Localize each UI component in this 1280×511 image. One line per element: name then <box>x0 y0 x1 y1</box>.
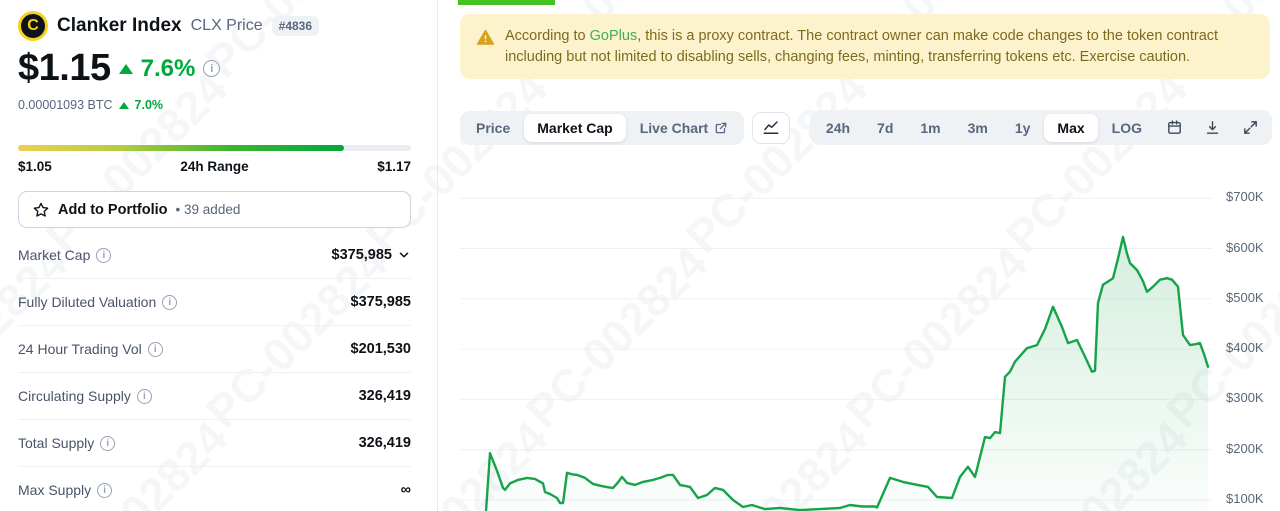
chart-canvas <box>460 197 1212 511</box>
warning-triangle-icon <box>476 29 495 45</box>
stat-value: ∞ <box>400 482 411 498</box>
chart-area-fill <box>486 236 1208 511</box>
y-tick-label: $300K <box>1226 390 1264 406</box>
btc-value: 0.00001093 BTC <box>18 98 113 112</box>
stat-row-max-supply: Max Supply ∞ <box>18 467 411 511</box>
chart-toolbar: Price Market Cap Live Chart 24h 7d 1m 3m 1y Max… <box>460 110 1272 145</box>
market-cap-chart[interactable] <box>460 160 1212 511</box>
y-tick-label: $700K <box>1226 189 1264 205</box>
price-change: 7.6% <box>140 54 196 82</box>
expand-icon <box>1244 121 1257 134</box>
range-button-3m[interactable]: 3m <box>955 114 1001 142</box>
range-button-1m[interactable]: 1m <box>907 114 953 142</box>
goplus-link[interactable]: GoPlus <box>589 28 638 44</box>
info-icon[interactable] <box>100 435 116 451</box>
calendar-button[interactable] <box>1156 113 1193 142</box>
y-tick-label: $400K <box>1226 340 1264 356</box>
price-value: $1.15 <box>18 47 111 89</box>
chart-type-button[interactable] <box>752 111 791 144</box>
rank-badge: #4836 <box>271 16 320 36</box>
page-loading-bar <box>458 0 555 5</box>
range-button-max[interactable]: Max <box>1044 113 1098 142</box>
y-tick-label: $600K <box>1226 239 1264 255</box>
chevron-down-icon[interactable] <box>397 248 411 262</box>
time-range-group: 24h 7d 1m 3m 1y Max LOG <box>809 110 1272 145</box>
price-row: $1.15 7.6% <box>18 47 221 90</box>
tab-market-cap[interactable]: Market Cap <box>524 113 626 142</box>
range-button-24h[interactable]: 24h <box>813 114 863 142</box>
warning-text: According to GoPlus, this is a proxy con… <box>505 28 1219 65</box>
stat-row-24-hour-trading-vol: 24 Hour Trading Vol $201,530 <box>18 326 411 373</box>
coin-ticker-label: CLX Price <box>190 17 263 34</box>
fullscreen-button[interactable] <box>1232 113 1269 142</box>
stat-row-total-supply: Total Supply 326,419 <box>18 420 411 467</box>
external-link-icon <box>715 122 727 133</box>
range-button-7d[interactable]: 7d <box>864 114 906 142</box>
y-tick-label: $100K <box>1226 491 1264 506</box>
stat-label: 24 Hour Trading Vol <box>18 341 142 357</box>
range-low: $1.05 <box>18 159 52 174</box>
stat-label: Circulating Supply <box>18 388 131 404</box>
stat-label: Market Cap <box>18 247 91 263</box>
stat-value: $201,530 <box>350 341 411 357</box>
stat-value: $375,985 <box>350 294 411 310</box>
download-button[interactable] <box>1194 113 1231 142</box>
stat-value: 326,419 <box>358 388 411 404</box>
chart-tab-group: Price Market Cap Live Chart <box>460 110 745 145</box>
range-labels: $1.05 24h Range $1.17 <box>18 159 411 174</box>
add-to-portfolio-label: Add to Portfolio <box>58 201 168 218</box>
price-up-arrow-icon <box>118 63 133 74</box>
range-bar-fill <box>18 145 345 151</box>
range-bar <box>18 145 411 151</box>
line-chart-icon <box>763 120 779 134</box>
btc-change: 7.0% <box>134 98 164 112</box>
range-title: 24h Range <box>180 159 249 174</box>
stat-row-circulating-supply: Circulating Supply 326,419 <box>18 373 411 420</box>
info-icon[interactable] <box>136 388 152 404</box>
tab-price[interactable]: Price <box>463 114 523 142</box>
add-to-portfolio-button[interactable]: Add to Portfolio • 39 added <box>18 191 411 228</box>
star-icon <box>33 202 49 217</box>
range-button-log[interactable]: LOG <box>1099 114 1155 142</box>
stat-value: $375,985 <box>332 247 411 263</box>
calendar-icon <box>1168 120 1181 134</box>
chart-line <box>484 235 1210 511</box>
stat-row-fully-diluted-valuation: Fully Diluted Valuation $375,985 <box>18 279 411 326</box>
tab-live-chart[interactable]: Live Chart <box>627 114 741 142</box>
security-warning-banner: According to GoPlus, this is a proxy con… <box>460 14 1270 80</box>
download-icon <box>1206 121 1219 134</box>
info-icon[interactable] <box>97 482 113 498</box>
btc-up-arrow-icon <box>118 101 129 109</box>
stat-label: Max Supply <box>18 482 92 498</box>
stat-value: 326,419 <box>358 435 411 451</box>
coin-title-row: C Clanker Index CLX Price #4836 <box>18 11 320 41</box>
coin-logo: C <box>18 11 48 41</box>
range-button-1y[interactable]: 1y <box>1002 114 1044 142</box>
info-icon[interactable] <box>162 294 178 310</box>
stat-label: Total Supply <box>18 435 95 451</box>
price-info-icon[interactable] <box>203 60 221 77</box>
btc-price-row: 0.00001093 BTC 7.0% <box>18 98 163 112</box>
info-icon[interactable] <box>147 341 163 357</box>
y-tick-label: $200K <box>1226 440 1264 456</box>
y-tick-label: $500K <box>1226 289 1264 305</box>
panel-divider <box>437 0 438 511</box>
portfolio-added-count: • 39 added <box>175 202 241 217</box>
stat-label: Fully Diluted Valuation <box>18 294 157 310</box>
info-icon[interactable] <box>96 247 112 263</box>
range-high: $1.17 <box>377 159 411 174</box>
stat-row-market-cap: Market Cap $375,985 <box>18 232 411 279</box>
coin-name: Clanker Index <box>57 15 182 36</box>
